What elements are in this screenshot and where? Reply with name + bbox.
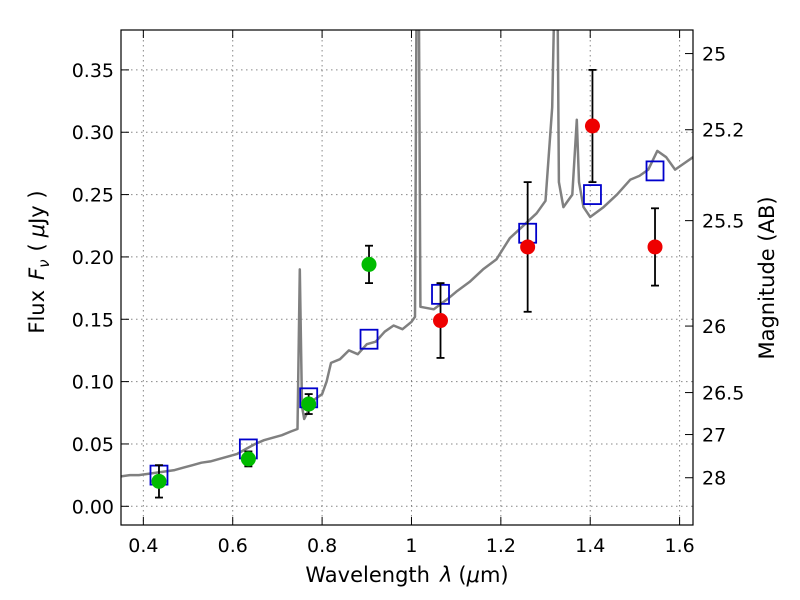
x-tick-label: 0.8 [307,535,337,557]
green-observed-point [240,451,256,467]
green-observed-point [361,256,377,272]
y-tick-label: 0.25 [72,185,114,207]
y-tick-label: 0.05 [72,434,114,456]
mag-tick-label: 25 [702,44,726,66]
mag-tick-label: 25.2 [702,120,744,142]
red-observed-point [520,239,536,255]
y-tick-label: 0.35 [72,60,114,82]
x-tick-label: 0.4 [128,535,158,557]
mag-tick-label: 26.5 [702,383,744,405]
x-tick-label: 1 [405,535,417,557]
y-tick-label: 0.10 [72,372,114,394]
y-tick-label: 0.30 [72,122,114,144]
model-layer [121,30,693,478]
mag-tick-label: 28 [702,468,726,490]
grid-layer [121,30,693,525]
mag-tick-label: 25.5 [702,211,744,233]
red-observed-point [584,118,600,134]
red-observed-point [433,313,449,329]
mag-tick-label: 27 [702,425,726,447]
model-photometry-square [645,160,665,182]
x-tick-label: 1.6 [664,535,694,557]
model-photometry-square [583,184,602,205]
plot-frame [120,29,694,526]
y-axis-label: FluxFν(μJy ) [25,190,53,333]
ticks-layer: 0.4 0.6 0.8 1 1.2 1.4 1.6 0.00 0.05 0.10 0.15 0.20 0… [72,30,744,557]
mag-tick-label: 26 [702,316,726,338]
y-tick-label: 0.00 [72,496,114,518]
y2-axis-label: Magnitude (AB) [755,196,779,359]
x-tick-label: 0.6 [218,535,248,557]
red-observed-point [647,239,663,255]
green-observed-point [151,473,167,489]
x-tick-label: 1.2 [486,535,516,557]
x-axis-label: Wavelength λ (μm) [305,563,508,587]
model-spectrum-line [121,30,693,478]
points-layer [149,68,665,499]
green-observed-point [301,396,317,412]
model-photometry-square [359,328,379,350]
y-tick-label: 0.15 [72,309,114,331]
x-tick-label: 1.4 [575,535,605,557]
y-tick-label: 0.20 [72,247,114,269]
